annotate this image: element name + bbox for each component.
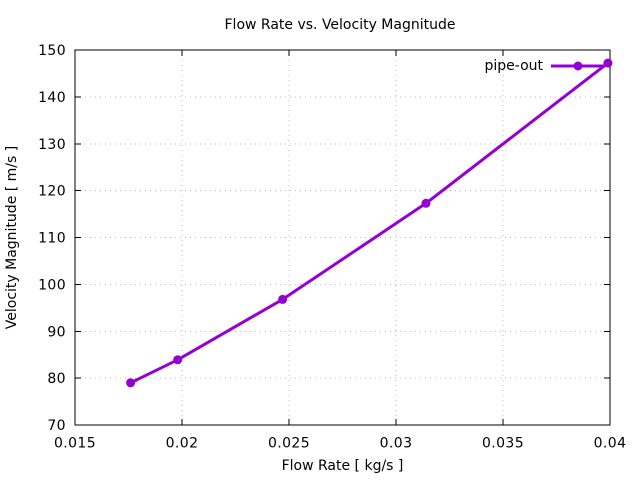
y-tick-label: 70 — [47, 418, 66, 434]
x-tick-label: 0.02 — [166, 436, 199, 452]
x-tick-label: 0.04 — [594, 436, 627, 452]
y-tick-label: 150 — [38, 43, 66, 59]
data-point-marker — [126, 378, 136, 388]
legend-marker-sample — [573, 61, 583, 71]
y-tick-label: 90 — [47, 324, 66, 340]
data-point-marker — [603, 58, 613, 68]
legend-label: pipe-out — [484, 58, 543, 74]
x-axis-label: Flow Rate [ kg/s ] — [282, 458, 404, 474]
y-axis-label: Velocity Magnitude [ m/s ] — [4, 146, 20, 329]
y-tick-label: 80 — [47, 371, 66, 387]
y-tick-label: 140 — [38, 90, 66, 106]
data-point-marker — [173, 355, 183, 365]
x-tick-label: 0.03 — [380, 436, 413, 452]
data-point-marker — [421, 198, 431, 208]
x-tick-label: 0.025 — [268, 436, 310, 452]
y-tick-label: 130 — [38, 137, 66, 153]
chart-title: Flow Rate vs. Velocity Magnitude — [225, 17, 456, 33]
y-tick-label: 120 — [38, 184, 66, 200]
y-tick-label: 110 — [38, 231, 66, 247]
x-tick-label: 0.015 — [54, 436, 96, 452]
y-tick-label: 100 — [38, 277, 66, 293]
data-point-marker — [278, 294, 288, 304]
x-tick-label: 0.035 — [482, 436, 524, 452]
